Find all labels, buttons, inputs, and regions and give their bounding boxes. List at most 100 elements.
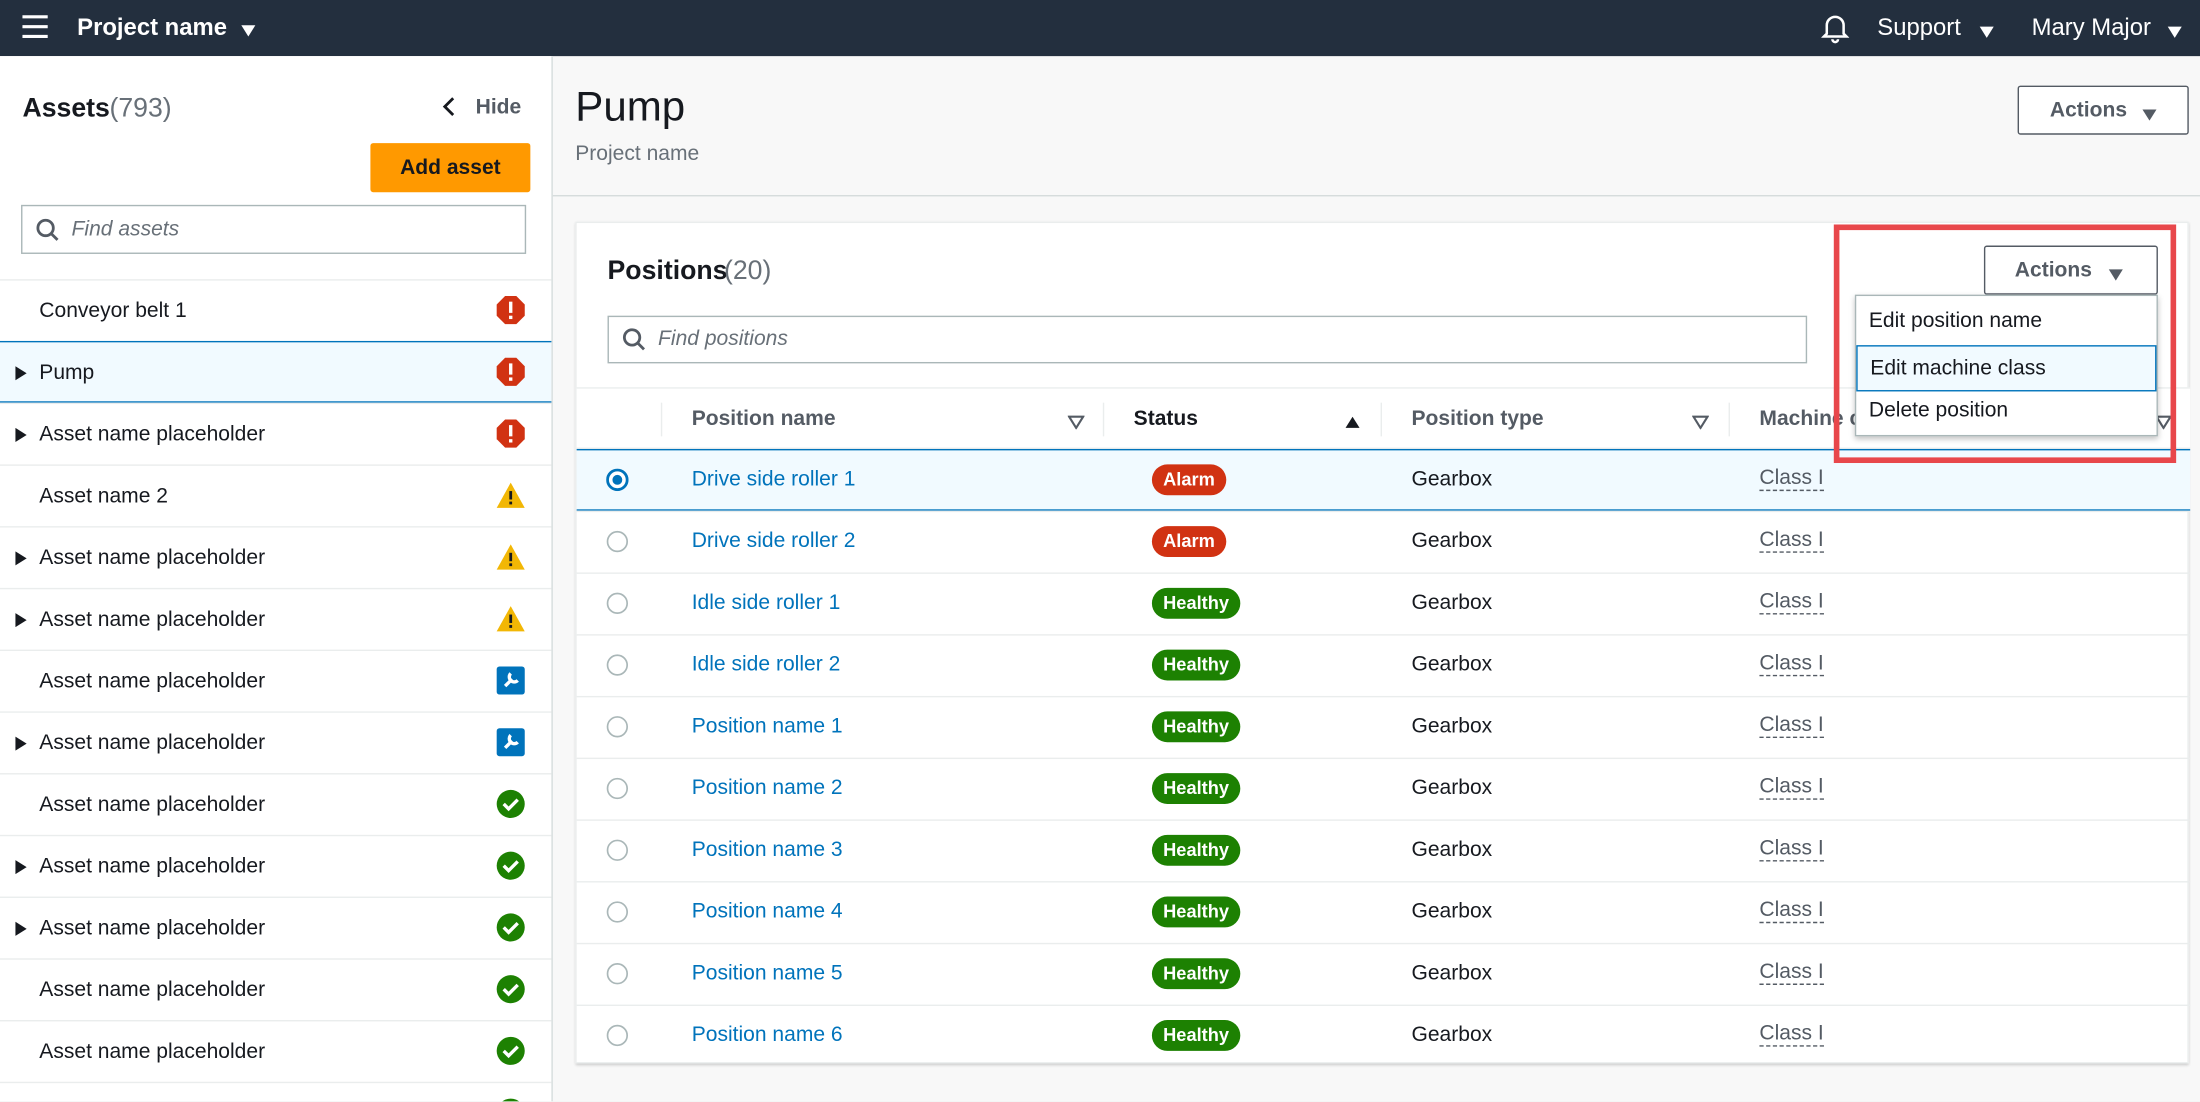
top-bar: Project name Support Mary Major — [0, 0, 2200, 56]
page-subtitle: Project name — [575, 142, 699, 166]
asset-label: Asset name placeholder — [39, 854, 265, 878]
column-header[interactable]: Status — [1134, 407, 1198, 431]
radio[interactable] — [606, 716, 628, 744]
position-link[interactable]: Idle side roller 1 — [692, 591, 841, 615]
asset-item[interactable]: Asset name placeholder — [0, 835, 551, 897]
machine-class[interactable]: Class I — [1759, 467, 1823, 491]
radio[interactable] — [606, 530, 628, 558]
asset-item[interactable]: Asset name 2 — [0, 464, 551, 526]
machine-class[interactable]: Class I — [1759, 529, 1823, 553]
machine-class[interactable]: Class I — [1759, 899, 1823, 923]
expand-icon[interactable] — [14, 919, 28, 943]
status-icon — [495, 789, 526, 825]
machine-class[interactable]: Class I — [1759, 961, 1823, 985]
position-link[interactable]: Position name 6 — [692, 1023, 843, 1047]
column-header[interactable]: Position type — [1411, 407, 1543, 431]
radio[interactable] — [606, 1024, 628, 1052]
machine-class[interactable]: Class I — [1759, 838, 1823, 862]
status-badge: Healthy — [1152, 897, 1240, 928]
position-link[interactable]: Position name 2 — [692, 776, 843, 800]
position-link[interactable]: Drive side roller 1 — [692, 467, 856, 491]
expand-icon[interactable] — [14, 363, 28, 387]
table-row[interactable]: Position name 5HealthyGearboxClass I — [577, 943, 2191, 1005]
asset-item[interactable]: Asset name placeholder — [0, 588, 551, 650]
position-search[interactable]: Find positions — [608, 316, 1808, 364]
project-menu[interactable]: Project name — [77, 14, 227, 42]
bell[interactable] — [1821, 13, 1849, 49]
asset-label: Asset name placeholder — [39, 916, 265, 940]
machine-class[interactable]: Class I — [1759, 714, 1823, 738]
column-header[interactable]: Position name — [692, 407, 836, 431]
support-menu[interactable]: Support — [1877, 14, 1961, 42]
header-actions[interactable]: Actions — [2018, 86, 2189, 135]
caret — [240, 24, 257, 38]
machine-class[interactable]: Class I — [1759, 591, 1823, 615]
table-row[interactable]: Position name 6HealthyGearboxClass I — [577, 1005, 2191, 1067]
asset-item[interactable]: Asset name placeholder — [0, 650, 551, 712]
radio[interactable] — [606, 592, 628, 620]
machine-class[interactable]: Class I — [1759, 652, 1823, 676]
sort-icon[interactable] — [1344, 411, 1361, 435]
asset-item[interactable]: Asset name placeholder — [0, 711, 551, 773]
position-link[interactable]: Idle side roller 2 — [692, 652, 841, 676]
status-icon — [495, 665, 526, 701]
table-row[interactable]: Drive side roller 2AlarmGearboxClass I — [577, 511, 2191, 573]
column-divider — [1729, 403, 1730, 437]
asset-label: Pump — [39, 361, 94, 385]
position-link[interactable]: Drive side roller 2 — [692, 529, 856, 553]
table-row[interactable]: Idle side roller 2HealthyGearboxClass I — [577, 634, 2191, 696]
table-row[interactable]: Position name 1HealthyGearboxClass I — [577, 696, 2191, 758]
radio[interactable] — [606, 777, 628, 805]
radio[interactable] — [606, 901, 628, 929]
position-link[interactable]: Position name 5 — [692, 961, 843, 985]
machine-class[interactable]: Class I — [1759, 776, 1823, 800]
asset-item[interactable]: Conveyor belt 1 — [0, 279, 551, 341]
asset-item[interactable]: Asset name placeholder — [0, 526, 551, 588]
caret — [1344, 415, 1361, 429]
status-icon — [495, 295, 526, 331]
radio[interactable] — [606, 839, 628, 867]
position-link[interactable]: Position name 3 — [692, 838, 843, 862]
expand-icon[interactable] — [14, 610, 28, 634]
table-row[interactable]: Position name 4HealthyGearboxClass I — [577, 881, 2191, 943]
position-type: Gearbox — [1411, 961, 1492, 985]
user-menu[interactable]: Mary Major — [2032, 14, 2151, 42]
asset-item[interactable]: Pump — [0, 341, 551, 403]
table-row[interactable]: Position name 2HealthyGearboxClass I — [577, 758, 2191, 820]
status-icon — [495, 850, 526, 886]
radio[interactable] — [606, 654, 628, 682]
sidebar-count: (793) — [109, 94, 171, 125]
sort-icon[interactable] — [1692, 411, 1709, 435]
search-icon — [622, 327, 647, 358]
expand-icon[interactable] — [14, 857, 28, 881]
highlight-box — [1834, 224, 2176, 463]
table-row[interactable]: Position name 3HealthyGearboxClass I — [577, 819, 2191, 881]
radio[interactable] — [606, 962, 628, 990]
machine-class[interactable]: Class I — [1759, 1023, 1823, 1047]
radio[interactable] — [606, 469, 628, 497]
add-asset-button[interactable]: Add asset — [370, 143, 530, 192]
sort-icon[interactable] — [1068, 411, 1085, 435]
expand-icon[interactable] — [14, 425, 28, 449]
sidebar-title: Assets — [22, 94, 109, 125]
asset-search[interactable]: Find assets — [21, 205, 526, 254]
menu-icon[interactable] — [21, 13, 49, 47]
position-link[interactable]: Position name 4 — [692, 899, 843, 923]
hide-icon[interactable] — [442, 95, 456, 123]
expand-icon[interactable] — [14, 734, 28, 758]
asset-item[interactable]: Asset name placeholder — [0, 897, 551, 959]
table-row[interactable]: Idle side roller 1HealthyGearboxClass I — [577, 572, 2191, 634]
search-icon — [35, 217, 60, 242]
hide-button[interactable]: Hide — [476, 95, 522, 119]
expand-icon[interactable] — [14, 549, 28, 573]
column-divider — [1381, 403, 1382, 437]
column-divider — [1103, 403, 1104, 437]
position-link[interactable]: Position name 1 — [692, 714, 843, 738]
asset-label: Asset name placeholder — [39, 1040, 265, 1064]
asset-item[interactable]: Asset name placeholder — [0, 1020, 551, 1082]
asset-item[interactable]: Asset name placeholder — [0, 1082, 551, 1102]
asset-item[interactable]: Asset name placeholder — [0, 403, 551, 465]
asset-item[interactable]: Asset name placeholder — [0, 958, 551, 1020]
asset-item[interactable]: Asset name placeholder — [0, 773, 551, 835]
